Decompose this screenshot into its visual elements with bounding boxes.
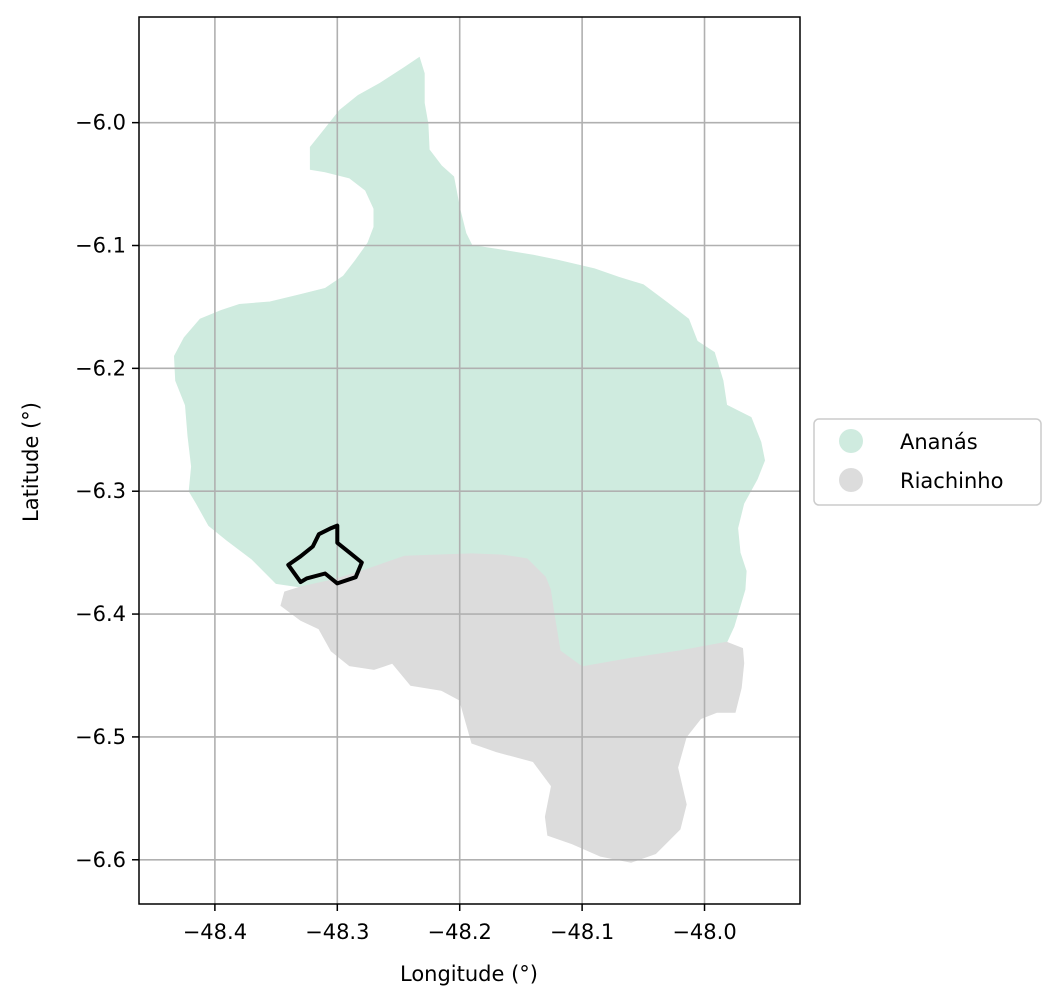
x-tick-label-0: −48.4 (183, 920, 247, 944)
x-tick-label-2: −48.2 (428, 920, 492, 944)
region-riachinho (280, 553, 745, 863)
y-tick-label-6: −6.6 (75, 848, 126, 872)
ticks-layer: −48.4 −48.3 −48.2 −48.1 −48.0 −6.0 −6.1 −6.2 −6.… (75, 111, 737, 944)
y-tick-label-1: −6.1 (75, 234, 126, 258)
plot-frame (138, 16, 801, 905)
y-tick-label-2: −6.2 (75, 356, 126, 380)
regions-layer (173, 56, 766, 863)
legend-label-riachinho: Riachinho (900, 469, 1003, 493)
legend-swatch-ananas (839, 429, 863, 453)
y-tick-label-5: −6.5 (75, 725, 126, 749)
highlight-outline (286, 523, 364, 586)
legend-label-ananas: Ananás (900, 430, 978, 454)
x-axis-title: Longitude (°) (400, 962, 538, 986)
legend-swatch-riachinho (839, 468, 863, 492)
x-tick-label-3: −48.1 (550, 920, 614, 944)
y-tick-label-0: −6.0 (75, 111, 126, 135)
x-tick-label-4: −48.0 (672, 920, 736, 944)
legend: Ananás Riachinho (813, 418, 1042, 506)
y-axis-title: Latitude (°) (19, 402, 43, 522)
legend-box (813, 418, 1042, 506)
x-tick-label-1: −48.3 (305, 920, 369, 944)
y-tick-label-4: −6.4 (75, 602, 126, 626)
y-tick-label-3: −6.3 (75, 479, 126, 503)
grid-layer (139, 17, 800, 904)
outline-layer (286, 523, 364, 586)
